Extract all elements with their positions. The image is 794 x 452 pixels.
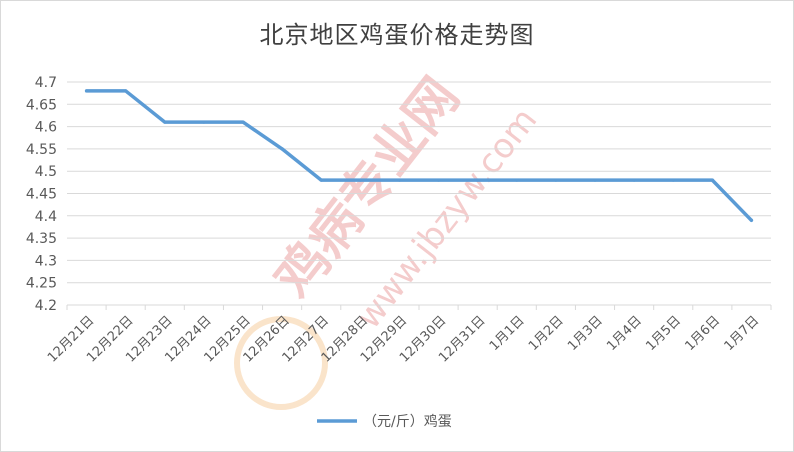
chart-title: 北京地区鸡蛋价格走势图 <box>259 21 535 49</box>
x-tick-label: 1月3日 <box>565 313 606 354</box>
data-point <box>749 218 754 222</box>
y-tick-label: 4.35 <box>26 231 57 247</box>
x-tick-label: 1月6日 <box>682 313 723 354</box>
data-point <box>554 178 558 182</box>
x-tick-label: 1月2日 <box>526 313 567 354</box>
data-point <box>202 120 206 124</box>
data-point <box>632 178 636 182</box>
data-point <box>358 178 362 182</box>
data-point <box>280 147 284 151</box>
data-point <box>163 120 167 124</box>
x-axis: 12月21日12月22日12月23日12月24日12月25日12月26日12月2… <box>45 305 772 366</box>
y-tick-label: 4.4 <box>35 209 57 225</box>
y-tick-label: 4.3 <box>35 253 57 269</box>
data-point <box>515 178 519 182</box>
y-tick-label: 4.25 <box>26 276 57 292</box>
y-axis: 4.2 4.25 4.3 4.35 4.4 4.45 4.5 4.55 4.6 4.65 4.7 <box>26 75 57 314</box>
x-tick-label: 1月1日 <box>487 313 528 354</box>
y-tick-label: 4.45 <box>26 187 57 203</box>
data-point <box>84 89 89 93</box>
watermark-logo <box>234 316 328 410</box>
y-tick-label: 4.7 <box>35 75 57 91</box>
x-tick-label: 1月5日 <box>643 313 684 354</box>
legend-label: （元/斤）鸡蛋 <box>363 413 452 430</box>
watermark-text-main: 鸡病专业网 <box>264 67 471 309</box>
data-point <box>436 178 441 182</box>
data-point <box>671 178 675 182</box>
data-point <box>124 89 128 93</box>
data-point <box>593 178 597 182</box>
x-tick-label: 1月4日 <box>604 313 645 354</box>
y-tick-label: 4.65 <box>26 97 57 113</box>
series-line <box>84 89 754 223</box>
series-layer <box>84 89 754 223</box>
legend: （元/斤）鸡蛋 <box>317 413 452 430</box>
y-tick-label: 4.2 <box>35 298 57 314</box>
data-point <box>241 120 245 124</box>
data-point <box>319 178 323 182</box>
y-tick-label: 4.5 <box>35 164 57 180</box>
y-tick-label: 4.55 <box>26 142 57 158</box>
data-point <box>710 178 714 182</box>
data-point <box>397 178 402 182</box>
y-tick-label: 4.6 <box>35 120 57 136</box>
data-point <box>476 178 480 182</box>
x-tick-label: 1月7日 <box>722 313 763 354</box>
